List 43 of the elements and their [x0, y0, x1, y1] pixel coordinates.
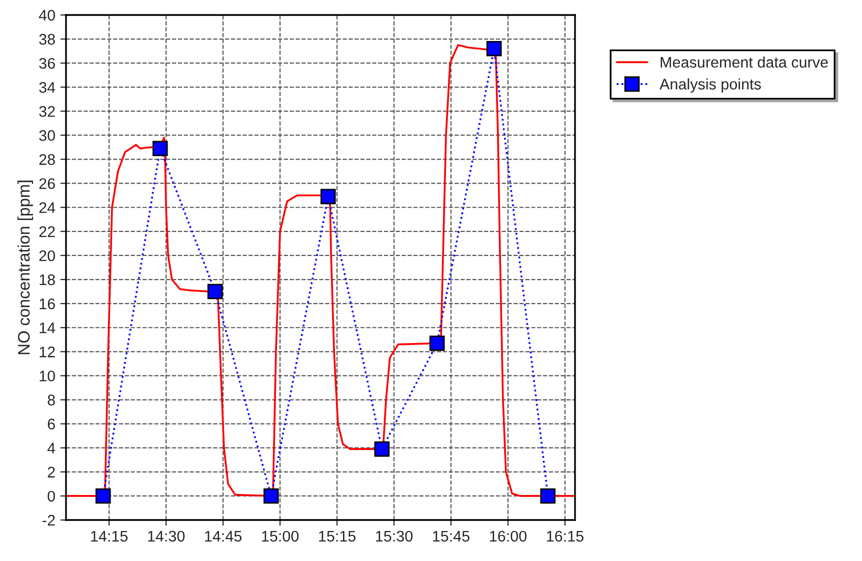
- legend-label: Measurement data curve: [660, 56, 828, 68]
- y-tick-label: 16: [40, 298, 55, 310]
- y-tick-label: 20: [39, 250, 55, 262]
- point: [207, 284, 223, 300]
- y-tick-label: 10: [40, 370, 55, 382]
- y-tick-label: 2: [48, 466, 55, 478]
- y-tick-label: 8: [48, 394, 55, 406]
- x-tick-label: 14:15: [91, 530, 128, 542]
- legend-label: Analysis points: [660, 78, 761, 93]
- y-tick-label: 26: [39, 178, 55, 190]
- point: [429, 336, 445, 351]
- y-tick-label: 34: [39, 82, 56, 93]
- x-tick-label: 14:45: [205, 530, 242, 542]
- y-tick-label: 4: [47, 442, 56, 454]
- y-tick-label: -2: [42, 514, 55, 526]
- y-tick-label: 40: [38, 10, 55, 21]
- y-tick-label: 14: [40, 322, 56, 334]
- point: [152, 140, 168, 156]
- x-tick-label: 15:15: [319, 530, 356, 542]
- y-tick-label: 28: [39, 154, 55, 165]
- y-tick-label: 22: [39, 226, 55, 237]
- point: [264, 488, 279, 504]
- x-tick-label: 14:30: [148, 530, 185, 542]
- y-tick-label: 0: [48, 490, 55, 502]
- y-tick-label: 38: [39, 34, 55, 45]
- point: [320, 188, 336, 204]
- x-tick-label: 15:00: [262, 530, 299, 542]
- x-tick-label: 15:45: [433, 530, 470, 542]
- point: [374, 441, 390, 457]
- y-tick-label: 24: [39, 202, 56, 213]
- x-tick-label: 15:30: [376, 530, 413, 542]
- y-tick-label: 32: [39, 106, 55, 117]
- point: [540, 488, 556, 504]
- y-tick-label: 30: [39, 130, 55, 141]
- point: [486, 41, 502, 56]
- x-tick-label: 16:15: [547, 530, 584, 542]
- y-axis-title: NO concentration [ppm]: [18, 180, 34, 354]
- y-tick-label: 12: [40, 346, 55, 358]
- y-tick-label: 36: [39, 58, 55, 69]
- point: [96, 488, 111, 504]
- y-tick-label: 18: [40, 274, 55, 286]
- x-tick-label: 16:00: [490, 530, 527, 542]
- y-tick-label: 6: [48, 418, 55, 430]
